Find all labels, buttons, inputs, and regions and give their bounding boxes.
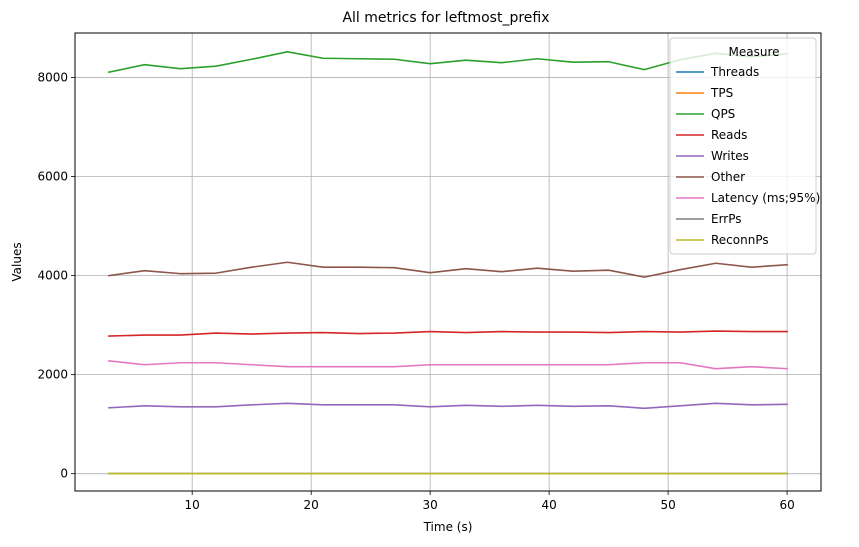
legend-item-reconnps: ReconnPs	[676, 233, 769, 247]
x-tick-label: 40	[541, 498, 556, 512]
y-axis-ticks: 0 2000 4000 6000 8000	[37, 71, 75, 481]
legend-label: TPS	[710, 86, 733, 100]
series-line-latency-ms-95	[108, 359, 788, 370]
y-axis-label: Values	[10, 242, 24, 281]
y-tick-label: 6000	[37, 170, 68, 184]
legend-item-qps: QPS	[676, 107, 735, 121]
series-line-writes	[108, 402, 788, 410]
legend-title: Measure	[729, 45, 780, 59]
series-line-reads	[108, 330, 788, 337]
y-tick-label: 4000	[37, 269, 68, 283]
x-tick-label: 50	[660, 498, 675, 512]
y-tick-label: 8000	[37, 71, 68, 85]
x-axis-label: Time (s)	[423, 520, 473, 534]
legend-label: Reads	[711, 128, 747, 142]
legend-item-threads: Threads	[676, 65, 759, 79]
x-tick-label: 10	[185, 498, 200, 512]
legend-label: ErrPs	[711, 212, 742, 226]
plot-frame	[74, 32, 822, 492]
legend-label: Threads	[710, 65, 759, 79]
series-lines	[107, 51, 788, 475]
legend-box	[669, 37, 817, 255]
chart-title: All metrics for leftmost_prefix	[342, 10, 549, 26]
legend-label: Other	[711, 170, 745, 184]
legend-items: Threads TPS QPS Reads Writes Other Latency (ms…	[676, 65, 820, 247]
legend-item-errps: ErrPs	[676, 212, 742, 226]
legend: Measure Threads TPS QPS Reads Writes Other Lat…	[669, 37, 820, 255]
y-tick-label: 0	[60, 467, 68, 481]
x-tick-label: 60	[779, 498, 794, 512]
y-tick-label: 2000	[37, 368, 68, 382]
legend-item-latency-ms-95: Latency (ms;95%)	[676, 191, 820, 205]
legend-label: Writes	[711, 149, 749, 163]
legend-label: Latency (ms;95%)	[711, 191, 820, 205]
series-line-other	[108, 261, 788, 278]
x-tick-label: 30	[423, 498, 438, 512]
legend-label: ReconnPs	[711, 233, 769, 247]
x-axis-ticks: 10 20 30 40 50 60	[185, 491, 795, 512]
legend-item-writes: Writes	[676, 149, 749, 163]
legend-item-reads: Reads	[676, 128, 747, 142]
legend-item-tps: TPS	[676, 86, 733, 100]
legend-label: QPS	[711, 107, 735, 121]
x-tick-label: 20	[304, 498, 319, 512]
legend-item-other: Other	[676, 170, 745, 184]
